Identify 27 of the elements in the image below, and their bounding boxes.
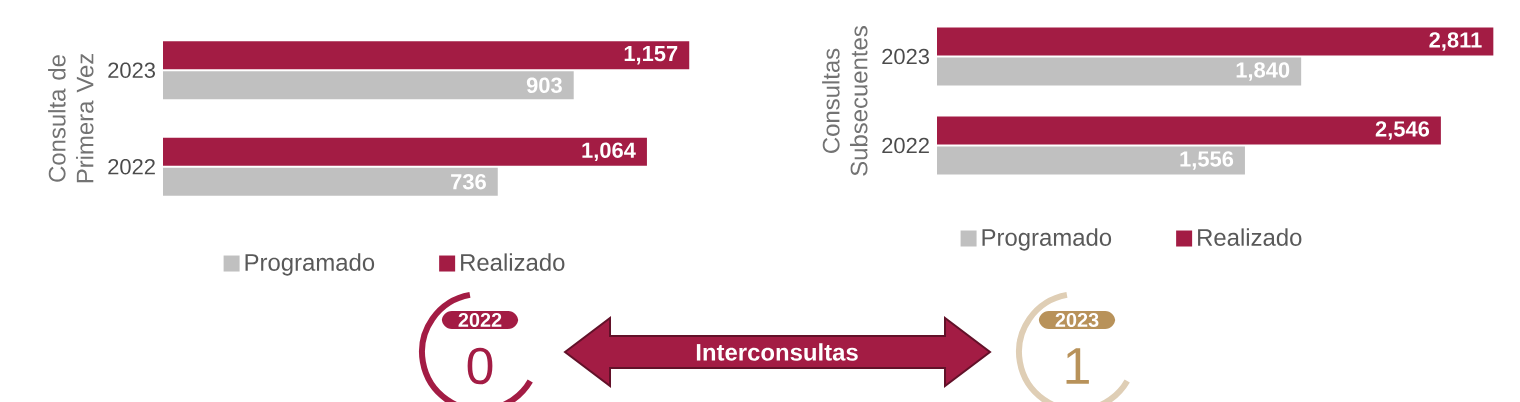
- data-label: 903: [526, 77, 562, 94]
- bar: [163, 41, 690, 70]
- data-label: 2,811: [1429, 32, 1482, 51]
- data-label: 736: [451, 173, 486, 190]
- legend-label: Realizado: [1198, 228, 1302, 246]
- bar: [163, 137, 647, 166]
- bar: [937, 27, 1494, 56]
- data-label: 2,546: [1375, 121, 1430, 140]
- data-label: 1,157: [624, 46, 678, 65]
- bar: [937, 146, 1245, 175]
- data-label: 0: [467, 347, 493, 385]
- data-label: 1: [1066, 348, 1089, 384]
- bar: [163, 167, 498, 196]
- text: Interconsultas: [696, 343, 858, 361]
- data-label: 1,064: [582, 142, 636, 162]
- data-label: 1,556: [1180, 151, 1234, 170]
- data-label: 1,840: [1236, 62, 1290, 81]
- legend-label: Programado: [982, 228, 1112, 251]
- y-axis-title: Consulta de Primera Vez: [48, 53, 94, 183]
- category-label: 2022: [458, 312, 502, 328]
- y-axis-title: Consultas Subsecuentes: [822, 26, 868, 176]
- bar: [937, 57, 1302, 86]
- category-label: 2023: [1055, 312, 1099, 328]
- legend-label: Realizado: [461, 253, 565, 271]
- bar: [163, 71, 574, 100]
- legend-label: Programado: [245, 253, 375, 276]
- bar: [937, 116, 1441, 145]
